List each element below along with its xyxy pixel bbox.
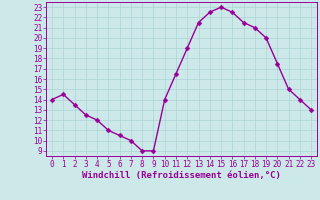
X-axis label: Windchill (Refroidissement éolien,°C): Windchill (Refroidissement éolien,°C) xyxy=(82,171,281,180)
